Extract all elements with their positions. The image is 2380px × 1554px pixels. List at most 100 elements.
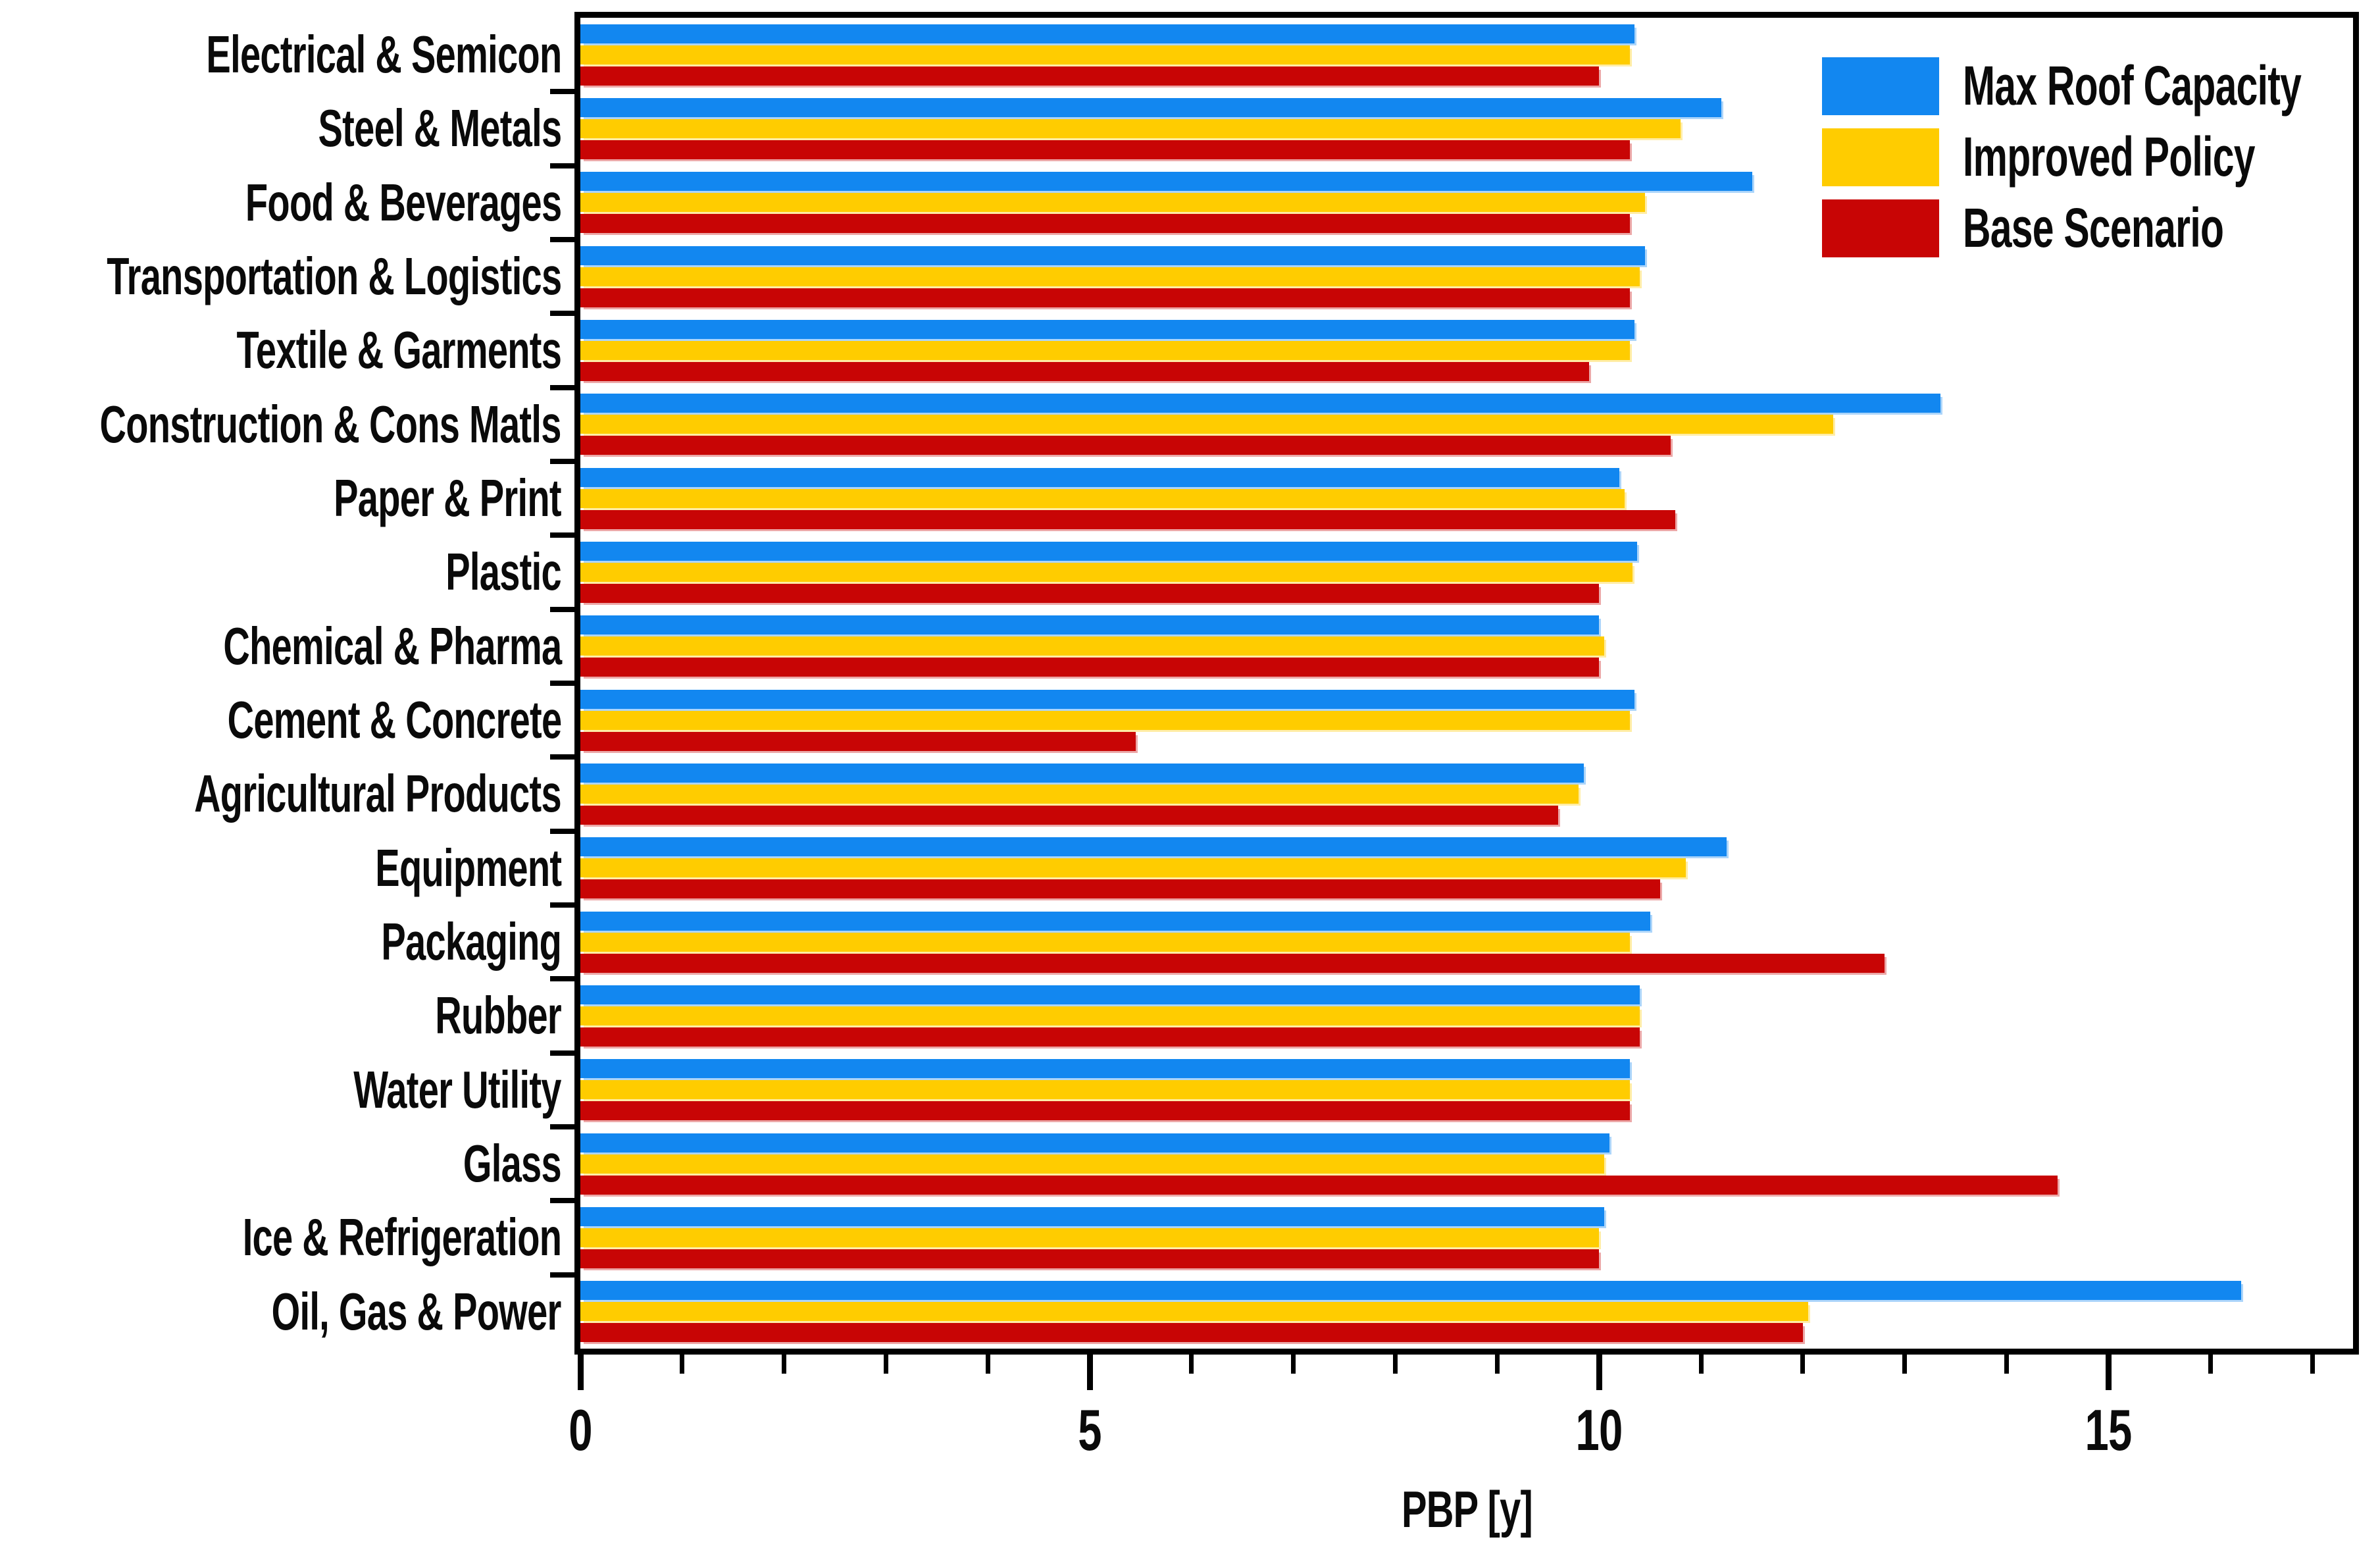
y-axis-tick	[550, 163, 575, 168]
bar-base-scenario	[580, 140, 1630, 159]
category-label: Paper & Print	[334, 469, 561, 528]
bar-improved-policy	[580, 1006, 1640, 1025]
y-axis-tick	[550, 828, 575, 834]
category-label: Plastic	[445, 542, 561, 602]
y-axis-tick	[550, 1272, 575, 1278]
category-label: Equipment	[374, 838, 562, 897]
legend-swatch-improved-policy	[1822, 128, 1939, 186]
bar-group	[580, 1053, 2353, 1127]
bar-base-scenario	[580, 731, 1136, 751]
legend-item-base-scenario: Base Scenario	[1822, 196, 2380, 260]
bar-improved-policy	[580, 710, 1630, 730]
bar-base-scenario	[580, 361, 1589, 381]
y-axis-tick	[550, 311, 575, 317]
bar-max-roof-capacity	[580, 394, 1940, 413]
bar-base-scenario	[580, 805, 1559, 825]
x-axis-tick-minor	[1902, 1355, 1908, 1374]
bar-max-roof-capacity	[580, 689, 1635, 709]
category-label: Agricultural Products	[194, 764, 562, 823]
bar-improved-policy	[580, 932, 1630, 952]
x-axis-tick-major	[577, 1355, 584, 1390]
bar-base-scenario	[580, 1101, 1630, 1121]
x-axis-tick-major	[2105, 1355, 2112, 1390]
y-axis-tick	[550, 606, 575, 612]
x-axis-tick-minor	[1189, 1355, 1194, 1374]
y-axis-tick	[550, 89, 575, 95]
x-axis-tick-major	[1596, 1355, 1602, 1390]
bar-base-scenario	[580, 1027, 1640, 1047]
legend-label-max-roof-capacity: Max Roof Capacity	[1963, 55, 2302, 117]
bar-base-scenario	[580, 509, 1676, 529]
category-label: Food & Beverages	[245, 172, 562, 232]
y-axis-tick	[550, 1198, 575, 1204]
y-axis-tick	[550, 384, 575, 390]
bar-max-roof-capacity	[580, 541, 1637, 561]
legend-label-base-scenario: Base Scenario	[1963, 197, 2224, 259]
bar-group	[580, 979, 2353, 1052]
bar-group	[580, 166, 2353, 240]
bar-base-scenario	[580, 288, 1630, 307]
bar-max-roof-capacity	[580, 1059, 1630, 1079]
category-label: Electrical & Semicon	[205, 25, 562, 84]
bar-improved-policy	[580, 488, 1625, 508]
bar-improved-policy	[580, 267, 1640, 286]
plot-area: Max Roof Capacity Improved Policy Base S…	[574, 12, 2359, 1355]
bar-max-roof-capacity	[580, 172, 1752, 192]
x-tick-label: 5	[1078, 1397, 1101, 1463]
y-axis-tick	[550, 532, 575, 538]
x-axis-tick-minor	[1291, 1355, 1296, 1374]
bar-max-roof-capacity	[580, 1281, 2241, 1301]
x-axis-tick-minor	[1800, 1355, 1806, 1374]
y-axis-tick	[550, 237, 575, 242]
bar-improved-policy	[580, 858, 1686, 878]
bar-improved-policy	[580, 1228, 1600, 1247]
y-axis-tick	[550, 681, 575, 686]
legend: Max Roof Capacity Improved Policy Base S…	[1822, 54, 2380, 260]
bar-group	[580, 1127, 2353, 1201]
bar-max-roof-capacity	[580, 615, 1600, 635]
x-axis-tick-major	[1086, 1355, 1093, 1390]
bar-improved-policy	[580, 118, 1681, 138]
bar-improved-policy	[580, 415, 1834, 434]
legend-item-improved-policy: Improved Policy	[1822, 125, 2380, 189]
x-axis-tick-minor	[2310, 1355, 2315, 1374]
x-axis-tick-minor	[2004, 1355, 2010, 1374]
bar-base-scenario	[580, 1175, 2058, 1195]
x-axis-tick-minor	[1393, 1355, 1398, 1374]
bar-max-roof-capacity	[580, 911, 1650, 931]
x-tick-label: 15	[2085, 1397, 2133, 1463]
bar-base-scenario	[580, 1249, 1600, 1268]
category-label: Glass	[463, 1134, 562, 1193]
bar-max-roof-capacity	[580, 467, 1620, 487]
x-tick-label: 10	[1575, 1397, 1623, 1463]
bar-max-roof-capacity	[580, 837, 1727, 857]
bar-group	[580, 535, 2353, 609]
bar-improved-policy	[580, 1154, 1605, 1174]
bar-max-roof-capacity	[580, 763, 1584, 783]
bar-group	[580, 388, 2353, 461]
y-axis-tick	[550, 754, 575, 760]
bar-group	[580, 609, 2353, 683]
bar-max-roof-capacity	[580, 319, 1635, 339]
legend-swatch-max-roof-capacity	[1822, 57, 1939, 115]
x-axis-tick-minor	[680, 1355, 685, 1374]
bar-base-scenario	[580, 583, 1600, 603]
bar-improved-policy	[580, 636, 1605, 656]
x-axis-tick-minor	[1698, 1355, 1704, 1374]
bar-group	[580, 240, 2353, 313]
bar-group	[580, 905, 2353, 979]
x-axis-tick-minor	[883, 1355, 888, 1374]
x-axis-tick-minor	[782, 1355, 787, 1374]
category-label: Cement & Concrete	[227, 690, 561, 750]
bar-improved-policy	[580, 340, 1630, 360]
category-label: Transportation & Logistics	[106, 247, 562, 306]
bar-groups	[580, 18, 2353, 1349]
category-label: Chemical & Pharma	[222, 616, 562, 675]
bar-base-scenario	[580, 1323, 1803, 1343]
bar-base-scenario	[580, 879, 1661, 899]
category-label: Oil, Gas & Power	[271, 1282, 562, 1341]
x-axis-tick-minor	[1494, 1355, 1500, 1374]
bar-max-roof-capacity	[580, 1206, 1605, 1226]
x-axis-title: PBP [y]	[1401, 1480, 1532, 1538]
